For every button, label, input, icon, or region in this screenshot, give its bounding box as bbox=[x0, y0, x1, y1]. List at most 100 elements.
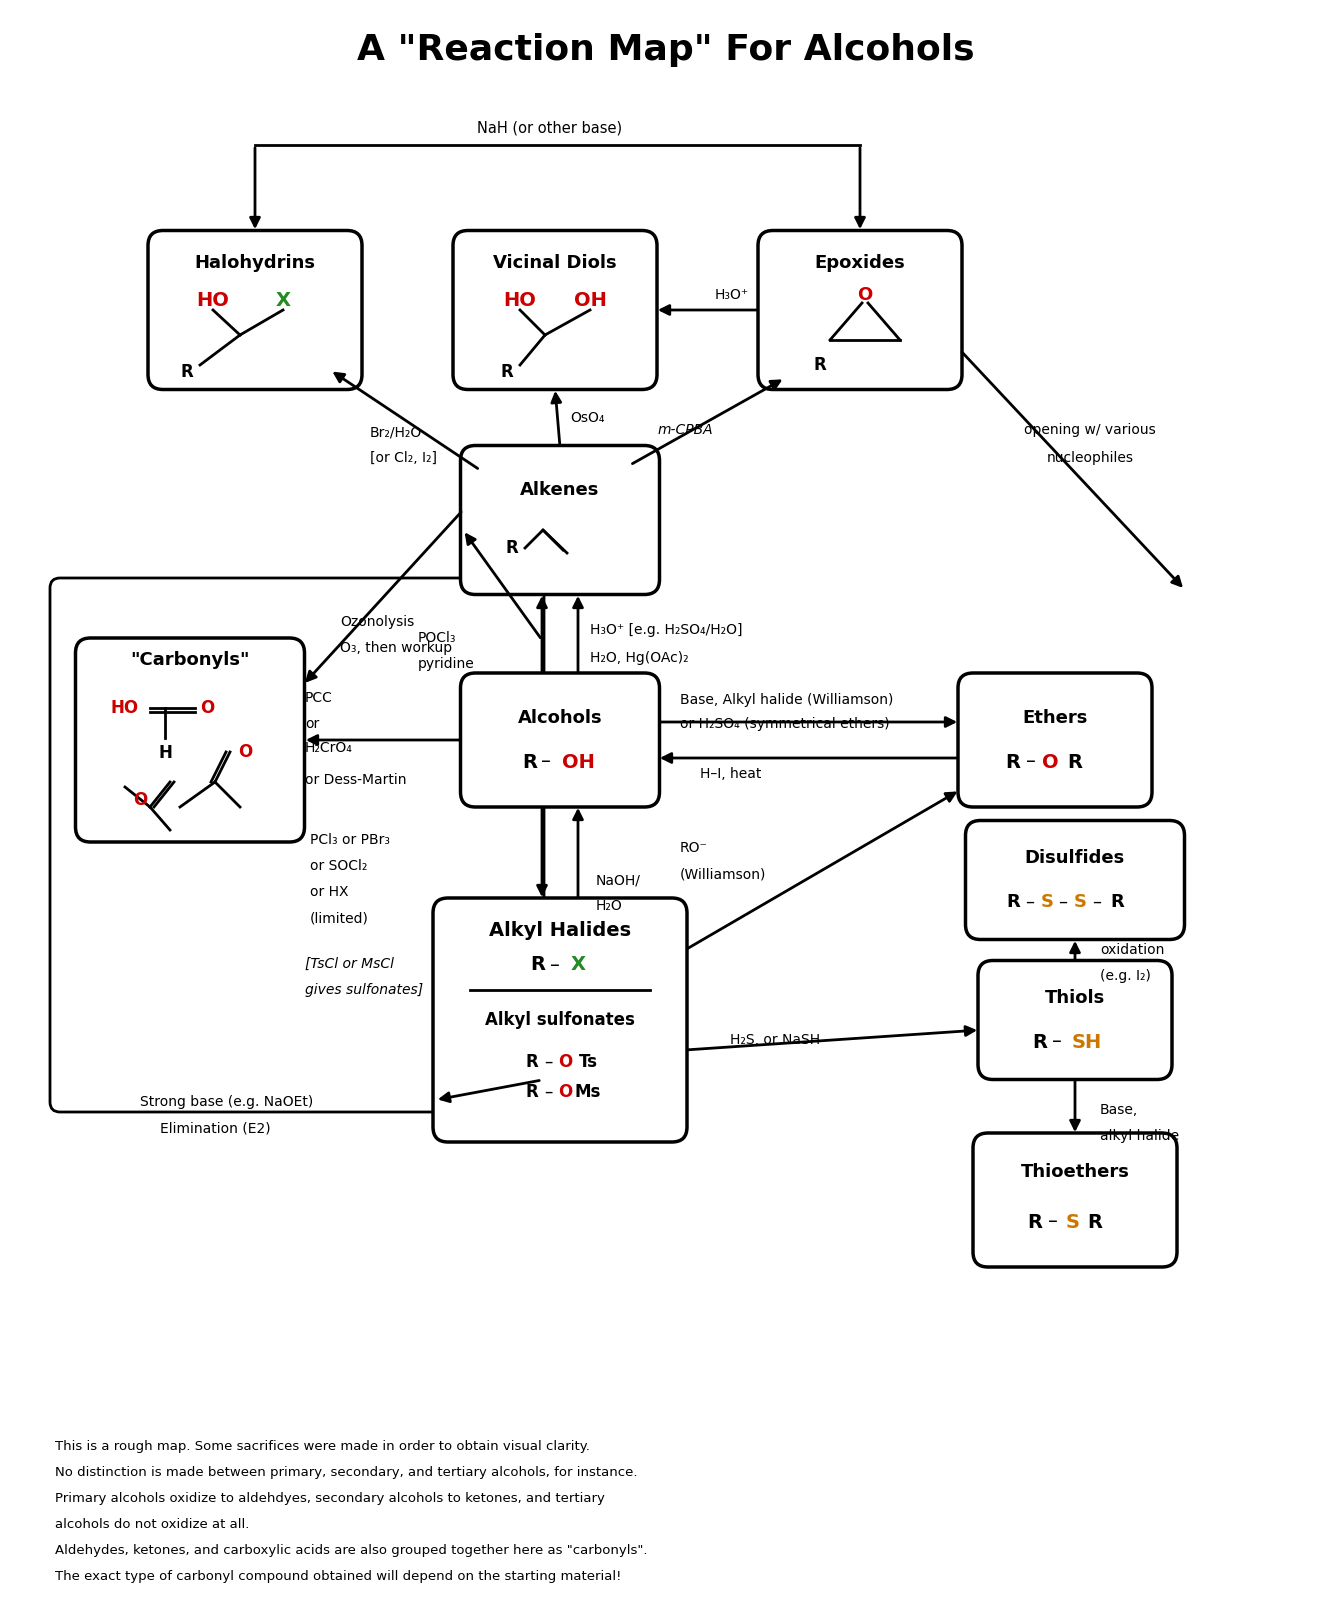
Text: Br₂/H₂O: Br₂/H₂O bbox=[370, 425, 422, 440]
Text: R: R bbox=[530, 955, 546, 974]
Text: PCl₃ or PBr₃: PCl₃ or PBr₃ bbox=[310, 832, 390, 847]
Text: (limited): (limited) bbox=[310, 911, 369, 924]
Text: Ts: Ts bbox=[578, 1054, 598, 1071]
Text: –: – bbox=[1048, 1212, 1058, 1231]
Text: A "Reaction Map" For Alcohols: A "Reaction Map" For Alcohols bbox=[357, 32, 975, 66]
Text: –: – bbox=[543, 1083, 553, 1100]
Text: –: – bbox=[550, 955, 559, 974]
Text: S: S bbox=[1074, 894, 1087, 911]
Text: or: or bbox=[305, 718, 320, 730]
Text: –: – bbox=[1052, 1033, 1062, 1052]
Text: R: R bbox=[501, 364, 513, 381]
Text: This is a rough map. Some sacrifices were made in order to obtain visual clarity: This is a rough map. Some sacrifices wer… bbox=[55, 1440, 590, 1453]
Text: oxidation: oxidation bbox=[1100, 944, 1164, 957]
Text: Elimination (E2): Elimination (E2) bbox=[160, 1122, 270, 1134]
Text: H₂CrO₄: H₂CrO₄ bbox=[305, 742, 353, 755]
Text: HO: HO bbox=[503, 291, 537, 310]
Text: R: R bbox=[522, 753, 538, 771]
Text: R: R bbox=[181, 364, 193, 381]
FancyBboxPatch shape bbox=[958, 672, 1152, 806]
FancyBboxPatch shape bbox=[978, 960, 1172, 1079]
FancyBboxPatch shape bbox=[966, 821, 1184, 939]
Text: –: – bbox=[1059, 894, 1067, 911]
FancyBboxPatch shape bbox=[76, 638, 305, 842]
Text: or H₂SO₄ (symmetrical ethers): or H₂SO₄ (symmetrical ethers) bbox=[681, 718, 890, 730]
Text: R: R bbox=[1110, 894, 1124, 911]
Text: X: X bbox=[276, 291, 290, 310]
Text: R: R bbox=[1087, 1212, 1103, 1231]
Text: Vicinal Diols: Vicinal Diols bbox=[493, 254, 617, 271]
Text: H₂O, Hg(OAc)₂: H₂O, Hg(OAc)₂ bbox=[590, 651, 689, 666]
Text: R: R bbox=[814, 356, 826, 373]
Text: pyridine: pyridine bbox=[418, 658, 474, 671]
Text: O: O bbox=[858, 286, 872, 304]
Text: O: O bbox=[238, 743, 252, 761]
FancyBboxPatch shape bbox=[461, 672, 659, 806]
Text: Thioethers: Thioethers bbox=[1020, 1164, 1130, 1181]
Text: opening w/ various: opening w/ various bbox=[1024, 423, 1156, 436]
Text: Alkenes: Alkenes bbox=[521, 482, 599, 499]
Text: O: O bbox=[558, 1054, 573, 1071]
FancyBboxPatch shape bbox=[148, 231, 362, 389]
Text: S: S bbox=[1066, 1212, 1080, 1231]
Text: –: – bbox=[1092, 894, 1102, 911]
Text: R: R bbox=[526, 1083, 538, 1100]
Text: gives sulfonates]: gives sulfonates] bbox=[305, 983, 424, 997]
Text: H–I, heat: H–I, heat bbox=[701, 768, 762, 781]
Text: R: R bbox=[1006, 753, 1020, 771]
Text: H₂O: H₂O bbox=[595, 898, 623, 913]
Text: –: – bbox=[543, 1054, 553, 1071]
Text: m-CPBA: m-CPBA bbox=[657, 423, 713, 436]
Text: R: R bbox=[1067, 753, 1083, 771]
Text: O: O bbox=[133, 790, 147, 810]
Text: H₃O⁺: H₃O⁺ bbox=[715, 288, 749, 302]
Text: Ozonolysis: Ozonolysis bbox=[340, 616, 414, 629]
Text: Base,: Base, bbox=[1100, 1104, 1139, 1117]
Text: Aldehydes, ketones, and carboxylic acids are also grouped together here as "carb: Aldehydes, ketones, and carboxylic acids… bbox=[55, 1543, 647, 1556]
Text: Alkyl Halides: Alkyl Halides bbox=[489, 921, 631, 939]
Text: The exact type of carbonyl compound obtained will depend on the starting materia: The exact type of carbonyl compound obta… bbox=[55, 1571, 621, 1584]
Text: S: S bbox=[1040, 894, 1054, 911]
Text: Disulfides: Disulfides bbox=[1024, 848, 1126, 868]
Text: R: R bbox=[506, 540, 518, 558]
Text: Epoxides: Epoxides bbox=[815, 254, 906, 271]
Text: alcohols do not oxidize at all.: alcohols do not oxidize at all. bbox=[55, 1517, 249, 1530]
Text: Halohydrins: Halohydrins bbox=[194, 254, 316, 271]
Text: HO: HO bbox=[197, 291, 229, 310]
Text: O: O bbox=[200, 700, 214, 718]
Text: O: O bbox=[558, 1083, 573, 1100]
Text: [TsCl or MsCl: [TsCl or MsCl bbox=[305, 957, 394, 971]
Text: X: X bbox=[570, 955, 586, 974]
Text: SH: SH bbox=[1072, 1033, 1102, 1052]
Text: Primary alcohols oxidize to aldehdyes, secondary alcohols to ketones, and tertia: Primary alcohols oxidize to aldehdyes, s… bbox=[55, 1492, 605, 1504]
Text: R: R bbox=[1027, 1212, 1043, 1231]
Text: (Williamson): (Williamson) bbox=[681, 868, 766, 881]
Text: H₂S, or NaSH: H₂S, or NaSH bbox=[730, 1033, 821, 1047]
Text: Strong base (e.g. NaOEt): Strong base (e.g. NaOEt) bbox=[140, 1096, 313, 1109]
Text: [or Cl₂, I₂]: [or Cl₂, I₂] bbox=[370, 451, 437, 465]
Text: –: – bbox=[1026, 753, 1036, 771]
Text: No distinction is made between primary, secondary, and tertiary alcohols, for in: No distinction is made between primary, … bbox=[55, 1466, 638, 1479]
Text: POCl₃: POCl₃ bbox=[418, 630, 457, 645]
Text: or SOCl₂: or SOCl₂ bbox=[310, 860, 368, 873]
FancyBboxPatch shape bbox=[453, 231, 657, 389]
Text: PCC: PCC bbox=[305, 692, 333, 705]
Text: Ms: Ms bbox=[575, 1083, 601, 1100]
Text: –: – bbox=[1026, 894, 1035, 911]
Text: NaH (or other base): NaH (or other base) bbox=[477, 121, 622, 136]
Text: HO: HO bbox=[111, 700, 139, 718]
Text: (e.g. I₂): (e.g. I₂) bbox=[1100, 970, 1151, 983]
Text: R: R bbox=[1032, 1033, 1047, 1052]
Text: OH: OH bbox=[574, 291, 606, 310]
Text: Alcohols: Alcohols bbox=[518, 709, 602, 727]
Text: OH: OH bbox=[562, 753, 594, 771]
Text: Thiols: Thiols bbox=[1044, 989, 1106, 1007]
Text: R: R bbox=[1006, 894, 1020, 911]
Text: "Carbonyls": "Carbonyls" bbox=[131, 651, 250, 669]
Text: RO⁻: RO⁻ bbox=[681, 840, 707, 855]
Text: H₃O⁺ [e.g. H₂SO₄/H₂O]: H₃O⁺ [e.g. H₂SO₄/H₂O] bbox=[590, 624, 742, 637]
Text: Ethers: Ethers bbox=[1023, 709, 1088, 727]
FancyBboxPatch shape bbox=[758, 231, 962, 389]
Text: Base, Alkyl halide (Williamson): Base, Alkyl halide (Williamson) bbox=[681, 693, 894, 708]
FancyBboxPatch shape bbox=[972, 1133, 1177, 1267]
